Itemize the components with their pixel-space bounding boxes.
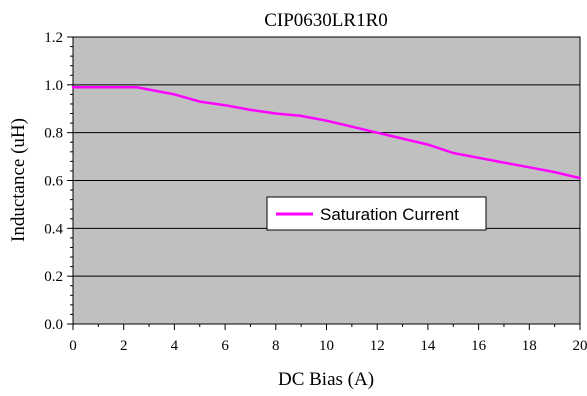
x-tick-label: 16 bbox=[471, 338, 487, 354]
y-axis: 0.0 0.2 0.4 0.6 0.8 1.0 1.2 bbox=[44, 30, 73, 333]
x-tick-label: 20 bbox=[573, 338, 587, 354]
y-tick-label: 0.6 bbox=[44, 174, 63, 190]
x-tick-label: 12 bbox=[370, 338, 385, 354]
x-tick-label: 14 bbox=[420, 338, 436, 354]
x-tick-label: 8 bbox=[272, 338, 280, 354]
y-tick-label: 0.4 bbox=[44, 221, 63, 237]
y-tick-label: 0.2 bbox=[44, 269, 63, 285]
y-tick-label: 0.8 bbox=[44, 126, 63, 142]
y-axis-label: Inductance (uH) bbox=[8, 118, 29, 242]
y-tick-label: 1.2 bbox=[44, 30, 63, 46]
y-tick-label: 1.0 bbox=[44, 78, 63, 94]
legend-label: Saturation Current bbox=[320, 205, 459, 224]
x-tick-label: 18 bbox=[522, 338, 537, 354]
x-tick-label: 10 bbox=[319, 338, 334, 354]
x-tick-label: 4 bbox=[171, 338, 179, 354]
x-tick-label: 2 bbox=[120, 338, 128, 354]
x-axis-label: DC Bias (A) bbox=[278, 369, 374, 390]
chart-title: CIP0630LR1R0 bbox=[264, 10, 388, 31]
x-axis: 0 2 4 6 8 10 12 14 16 18 20 bbox=[69, 324, 587, 354]
y-tick-label: 0.0 bbox=[44, 317, 63, 333]
x-tick-label: 0 bbox=[69, 338, 77, 354]
legend: Saturation Current bbox=[267, 197, 486, 230]
x-tick-label: 6 bbox=[221, 338, 229, 354]
